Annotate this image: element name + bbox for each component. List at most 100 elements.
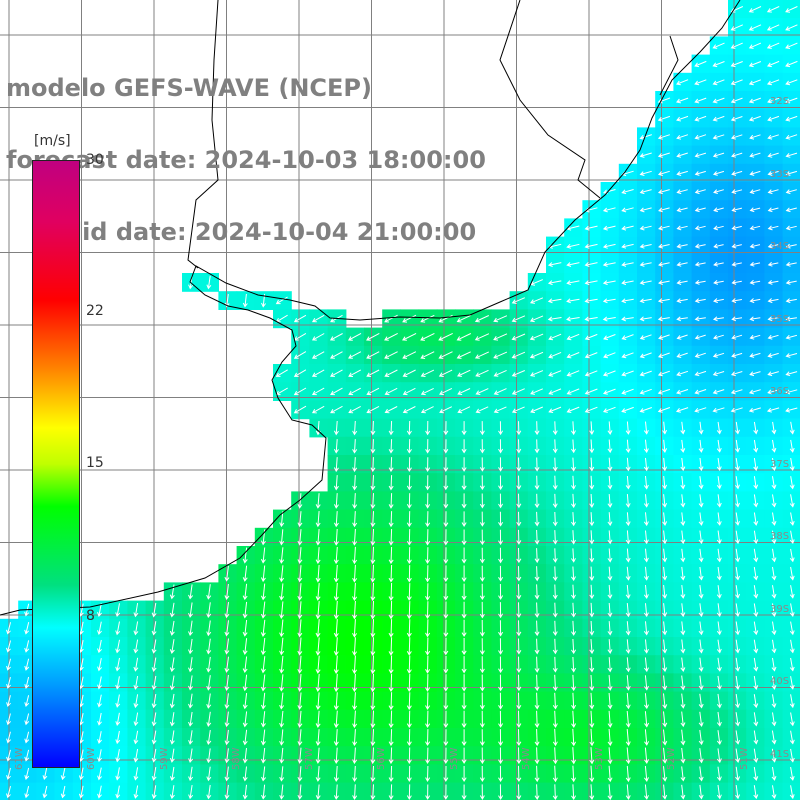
wind-arrow (680, 494, 686, 508)
wind-arrow (716, 711, 722, 727)
wind-arrow (639, 170, 652, 176)
wind-arrow (516, 547, 522, 564)
wind-arrow (333, 475, 339, 491)
wind-arrow (753, 494, 759, 508)
wind-arrow (676, 280, 688, 285)
wind-arrow (443, 583, 449, 601)
wind-arrow (406, 565, 412, 583)
wind-arrow (169, 730, 175, 745)
wind-arrow (498, 638, 504, 655)
wind-arrow (570, 548, 576, 563)
wind-arrow (712, 61, 725, 68)
wind-arrow (676, 261, 688, 267)
wind-arrow (425, 511, 431, 528)
wind-arrow (662, 548, 668, 563)
wind-arrow (716, 639, 722, 654)
wind-arrow (534, 765, 540, 783)
wind-arrow (566, 333, 580, 341)
wind-arrow (716, 585, 722, 599)
wind-arrow (461, 784, 467, 800)
wind-arrow (639, 134, 652, 140)
country-border (499, 0, 601, 199)
wind-arrow (748, 61, 762, 68)
wind-arrow (475, 388, 489, 395)
wind-arrow (680, 566, 686, 581)
wind-arrow (242, 729, 248, 746)
wind-arrow (771, 603, 777, 617)
wind-arrow (133, 730, 139, 745)
wind-arrow (625, 765, 631, 783)
wind-arrow (785, 115, 798, 122)
wind-arrow (584, 352, 598, 359)
wind-arrow (589, 765, 595, 783)
wind-arrow (607, 784, 613, 800)
wind-arrow (498, 457, 504, 472)
wind-arrow (534, 529, 540, 545)
wind-arrow (716, 421, 722, 435)
wind-arrow (516, 457, 522, 472)
wind-arrow (297, 547, 303, 564)
wind-arrow (388, 729, 394, 747)
wind-arrow (169, 620, 175, 636)
wind-arrow (425, 547, 431, 564)
wind-arrow (297, 784, 303, 800)
wind-arrow (151, 602, 157, 618)
wind-arrow (785, 207, 797, 213)
wind-arrow (771, 476, 777, 490)
wind-arrow (516, 602, 522, 619)
wind-arrow (279, 784, 285, 800)
wind-arrow (511, 351, 526, 359)
wind-arrow (333, 457, 339, 473)
wind-arrow (461, 529, 467, 546)
wind-arrow (589, 710, 595, 728)
wind-arrow (625, 729, 631, 747)
wind-arrow (406, 601, 412, 620)
wind-arrow (713, 243, 724, 249)
wind-arrow (443, 674, 449, 692)
wind-arrow (479, 747, 485, 765)
wind-arrow (115, 712, 121, 726)
wind-arrow (625, 494, 631, 508)
wind-arrow (643, 530, 649, 545)
wind-arrow (406, 439, 412, 454)
wind-arrow (735, 730, 741, 745)
wind-arrow (643, 566, 649, 581)
wind-arrow (151, 621, 157, 636)
wind-arrow (388, 457, 394, 473)
wind-arrow (498, 729, 504, 747)
wind-arrow (115, 730, 121, 745)
wind-arrow (224, 293, 230, 308)
wind-arrow (530, 388, 543, 395)
wind-arrow (42, 785, 48, 799)
wind-arrow (479, 547, 485, 564)
wind-arrow (552, 710, 558, 728)
wind-arrow (6, 731, 11, 744)
wind-arrow (370, 564, 376, 583)
wind-arrow (676, 352, 688, 358)
wind-arrow (789, 676, 795, 690)
wind-arrow (188, 748, 194, 763)
wind-arrow (479, 710, 485, 728)
wind-arrow (534, 566, 540, 582)
wind-arrow (552, 784, 558, 800)
wind-arrow (607, 494, 613, 508)
wind-arrow (370, 439, 376, 454)
wind-arrow (644, 729, 650, 746)
wind-arrow (735, 566, 741, 581)
wind-arrow (625, 457, 631, 472)
wind-arrow (676, 189, 688, 195)
wind-arrow (293, 405, 307, 414)
wind-arrow (771, 530, 777, 545)
wind-arrow (206, 693, 212, 709)
wind-arrow (348, 351, 362, 359)
wind-arrow (735, 439, 740, 453)
wind-arrow (753, 548, 759, 563)
wind-arrow (133, 785, 139, 799)
wind-arrow (753, 730, 759, 745)
wind-arrow (115, 621, 121, 636)
wind-arrow (771, 748, 777, 763)
wind-arrow (749, 316, 761, 322)
wind-arrow (443, 421, 449, 436)
wind-arrow (498, 547, 504, 564)
wind-arrow (712, 316, 724, 322)
